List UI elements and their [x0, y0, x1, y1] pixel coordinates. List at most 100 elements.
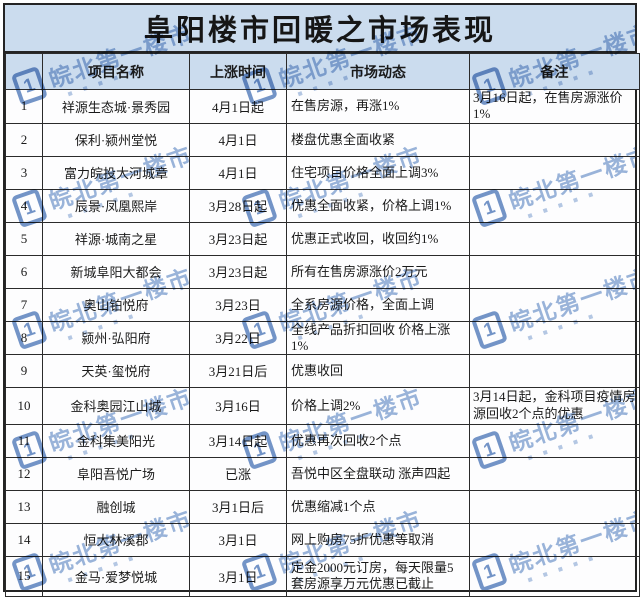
cell-rise-time: 已涨	[189, 456, 287, 491]
table-row: 1 祥源生态城·景秀园 4月1日起 在售房源，再涨1% 3月16日起，在售房源涨价1%	[5, 89, 640, 124]
table-row: 3 富力皖投大河城章 4月1日 住宅项目价格全面上调3%	[5, 155, 640, 190]
cell-project-name: 金马·爱梦悦城	[42, 555, 190, 597]
table-row: 4 辰景·凤凰熙岸 3月28日起 优惠全面收紧，价格上调1%	[5, 188, 640, 223]
cell-rise-time: 4月1日起	[189, 89, 287, 124]
cell-project-name: 融创城	[42, 489, 190, 524]
cell-serial: 6	[5, 254, 43, 289]
cell-note	[469, 353, 640, 388]
cell-note: 3月16日起，在售房源涨价1%	[469, 89, 640, 124]
cell-market-dynamic: 优惠全面收紧，价格上调1%	[286, 188, 470, 223]
cell-rise-time: 3月22日	[189, 320, 287, 355]
cell-market-dynamic: 吾悦中区全盘联动 涨声四起	[286, 456, 470, 491]
cell-project-name: 金科奥园江山城	[42, 386, 190, 425]
header-cell-serial	[5, 53, 43, 90]
page-title: 阜阳楼市回暖之市场表现	[143, 15, 496, 47]
cell-serial: 8	[5, 320, 43, 355]
cell-market-dynamic: 优惠缩减1个点	[286, 489, 470, 524]
header-row: 项目名称 上涨时间 市场动态 备注	[5, 53, 640, 90]
header-cell-time: 上涨时间	[189, 53, 287, 90]
cell-market-dynamic: 全系房源价格，全面上调	[286, 287, 470, 322]
header-cell-note: 备注	[469, 53, 640, 90]
cell-market-dynamic: 全线产品折扣回收 价格上涨1%	[286, 320, 470, 355]
cell-project-name: 辰景·凤凰熙岸	[42, 188, 190, 223]
cell-serial: 14	[5, 522, 43, 557]
cell-market-dynamic: 所有在售房源涨价2万元	[286, 254, 470, 289]
cell-note	[469, 555, 640, 597]
cell-serial: 10	[5, 386, 43, 425]
table-row: 10 金科奥园江山城 3月16日 价格上调2% 3月14日起，金科项目疫情房源回收2个点…	[5, 386, 640, 425]
cell-project-name: 新城阜阳大都会	[42, 254, 190, 289]
table-frame: 阜阳楼市回暖之市场表现 项目名称 上涨时间 市场动态 备注 1 祥源生态城·景秀园…	[3, 3, 640, 597]
cell-rise-time: 3月1日后	[189, 489, 287, 524]
cell-serial: 13	[5, 489, 43, 524]
cell-market-dynamic: 优惠再次回收2个点	[286, 423, 470, 458]
cell-market-dynamic: 定金2000元订房，每天限量5套房源享万元优惠已截止	[286, 555, 470, 597]
cell-rise-time: 3月1日	[189, 522, 287, 557]
cell-project-name: 保利·颍州堂悦	[42, 122, 190, 157]
cell-project-name: 金科集美阳光	[42, 423, 190, 458]
table-row: 9 天英·玺悦府 3月21日后 优惠收回	[5, 353, 640, 388]
cell-project-name: 富力皖投大河城章	[42, 155, 190, 190]
cell-note	[469, 456, 640, 491]
cell-rise-time: 3月23日	[189, 287, 287, 322]
cell-project-name: 祥源生态城·景秀园	[42, 89, 190, 124]
cell-note	[469, 489, 640, 524]
cell-project-name: 奥山铂悦府	[42, 287, 190, 322]
cell-rise-time: 3月16日	[189, 386, 287, 425]
cell-market-dynamic: 在售房源，再涨1%	[286, 89, 470, 124]
table-row: 13 融创城 3月1日后 优惠缩减1个点	[5, 489, 640, 524]
table-row: 7 奥山铂悦府 3月23日 全系房源价格，全面上调	[5, 287, 640, 322]
cell-market-dynamic: 优惠收回	[286, 353, 470, 388]
cell-note	[469, 155, 640, 190]
cell-serial: 4	[5, 188, 43, 223]
cell-note	[469, 254, 640, 289]
cell-serial: 15	[5, 555, 43, 597]
table-row: 11 金科集美阳光 3月14日起 优惠再次回收2个点	[5, 423, 640, 458]
table-row: 14 恒大林溪郡 3月1日 网上购房75折优惠等取消	[5, 522, 640, 557]
cell-project-name: 恒大林溪郡	[42, 522, 190, 557]
cell-project-name: 祥源·城南之星	[42, 221, 190, 256]
table-row: 6 新城阜阳大都会 3月23日起 所有在售房源涨价2万元	[5, 254, 640, 289]
cell-project-name: 颍州·弘阳府	[42, 320, 190, 355]
cell-rise-time: 3月21日后	[189, 353, 287, 388]
title-band: 阜阳楼市回暖之市场表现	[5, 5, 635, 53]
table-row: 15 金马·爱梦悦城 3月1日 定金2000元订房，每天限量5套房源享万元优惠已截止	[5, 555, 640, 597]
cell-note	[469, 423, 640, 458]
cell-note	[469, 320, 640, 355]
cell-rise-time: 3月28日起	[189, 188, 287, 223]
cell-note	[469, 122, 640, 157]
cell-market-dynamic: 住宅项目价格全面上调3%	[286, 155, 470, 190]
cell-note	[469, 522, 640, 557]
cell-serial: 9	[5, 353, 43, 388]
table-row: 2 保利·颍州堂悦 4月1日 楼盘优惠全面收紧	[5, 122, 640, 157]
cell-market-dynamic: 优惠正式收回，收回约1%	[286, 221, 470, 256]
table-row: 8 颍州·弘阳府 3月22日 全线产品折扣回收 价格上涨1%	[5, 320, 640, 355]
cell-market-dynamic: 价格上调2%	[286, 386, 470, 425]
cell-rise-time: 3月1日	[189, 555, 287, 597]
cell-serial: 2	[5, 122, 43, 157]
cell-note	[469, 287, 640, 322]
cell-rise-time: 4月1日	[189, 122, 287, 157]
market-table: 项目名称 上涨时间 市场动态 备注 1 祥源生态城·景秀园 4月1日起 在售房源，再涨…	[5, 53, 640, 597]
cell-rise-time: 4月1日	[189, 155, 287, 190]
cell-project-name: 天英·玺悦府	[42, 353, 190, 388]
cell-market-dynamic: 网上购房75折优惠等取消	[286, 522, 470, 557]
header-cell-dynamic: 市场动态	[286, 53, 470, 90]
cell-serial: 1	[5, 89, 43, 124]
cell-rise-time: 3月23日起	[189, 254, 287, 289]
cell-note: 3月14日起，金科项目疫情房源回收2个点的优惠	[469, 386, 640, 425]
header-cell-project: 项目名称	[42, 53, 190, 90]
table-row: 5 祥源·城南之星 3月23日起 优惠正式收回，收回约1%	[5, 221, 640, 256]
cell-serial: 3	[5, 155, 43, 190]
cell-rise-time: 3月23日起	[189, 221, 287, 256]
table-body: 1 祥源生态城·景秀园 4月1日起 在售房源，再涨1% 3月16日起，在售房源涨价1% 2…	[5, 89, 640, 597]
cell-serial: 7	[5, 287, 43, 322]
cell-serial: 11	[5, 423, 43, 458]
cell-note	[469, 188, 640, 223]
cell-project-name: 阜阳吾悦广场	[42, 456, 190, 491]
table-row: 12 阜阳吾悦广场 已涨 吾悦中区全盘联动 涨声四起	[5, 456, 640, 491]
cell-note	[469, 221, 640, 256]
cell-rise-time: 3月14日起	[189, 423, 287, 458]
cell-serial: 12	[5, 456, 43, 491]
